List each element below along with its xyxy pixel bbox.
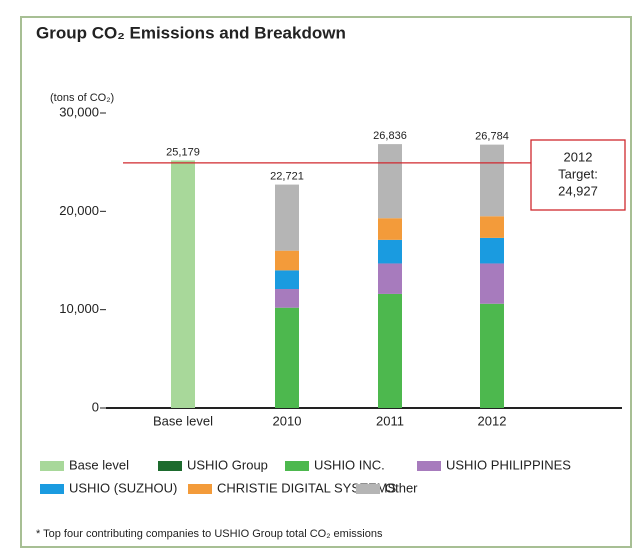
total-label: 25,179: [166, 146, 200, 158]
target-label: Target:: [558, 166, 598, 181]
legend-swatch: [356, 484, 380, 494]
bar-segment: [275, 289, 299, 308]
legend-label: USHIO INC.: [314, 457, 385, 472]
y-tick-label: 10,000: [59, 301, 99, 316]
legend-swatch: [188, 484, 212, 494]
bar-segment: [480, 237, 504, 264]
bar-segment: [480, 216, 504, 238]
bar-segment: [275, 270, 299, 290]
legend-label: USHIO Group: [187, 457, 268, 472]
x-tick-label: 2012: [478, 413, 507, 428]
bar-segment: [275, 250, 299, 271]
x-tick-label: 2011: [376, 413, 404, 428]
total-label: 22,721: [270, 170, 304, 182]
legend-label: USHIO (SUZHOU): [69, 480, 177, 495]
bar-segment: [480, 263, 504, 304]
y-axis-label: (tons of CO₂): [50, 92, 114, 104]
bar-segment: [275, 307, 299, 408]
legend-swatch: [285, 461, 309, 471]
legend-swatch: [417, 461, 441, 471]
footnote: * Top four contributing companies to USH…: [36, 528, 383, 540]
target-label: 24,927: [558, 183, 598, 198]
target-box: [530, 139, 626, 211]
legend-label: CHRISTIE DIGITAL SYSTEMS: [217, 480, 396, 495]
bar-segment: [275, 184, 299, 251]
bar-segment: [378, 239, 402, 264]
legend-swatch: [40, 461, 64, 471]
bar-segment: [480, 303, 504, 408]
bar-segment: [378, 293, 402, 408]
target-label: 2012: [564, 149, 593, 164]
chart-title: Group CO₂ Emissions and Breakdown: [36, 23, 346, 42]
legend-label: Other: [385, 480, 418, 495]
bar-segment: [378, 263, 402, 294]
frame: [20, 16, 632, 548]
legend-swatch: [158, 461, 182, 471]
bar-segment: [171, 160, 195, 408]
legend-swatch: [40, 484, 64, 494]
bar-segment: [378, 218, 402, 240]
x-tick-label: 2010: [273, 413, 302, 428]
y-tick-label: 30,000: [59, 104, 99, 119]
y-tick-label: 0: [92, 399, 99, 414]
legend-label: Base level: [69, 457, 129, 472]
total-label: 26,836: [373, 130, 407, 142]
legend-label: USHIO PHILIPPINES: [446, 457, 571, 472]
y-tick-label: 20,000: [59, 203, 99, 218]
total-label: 26,784: [475, 131, 509, 143]
x-tick-label: Base level: [153, 413, 213, 428]
bar-segment: [378, 144, 402, 219]
bar-segment: [480, 144, 504, 217]
